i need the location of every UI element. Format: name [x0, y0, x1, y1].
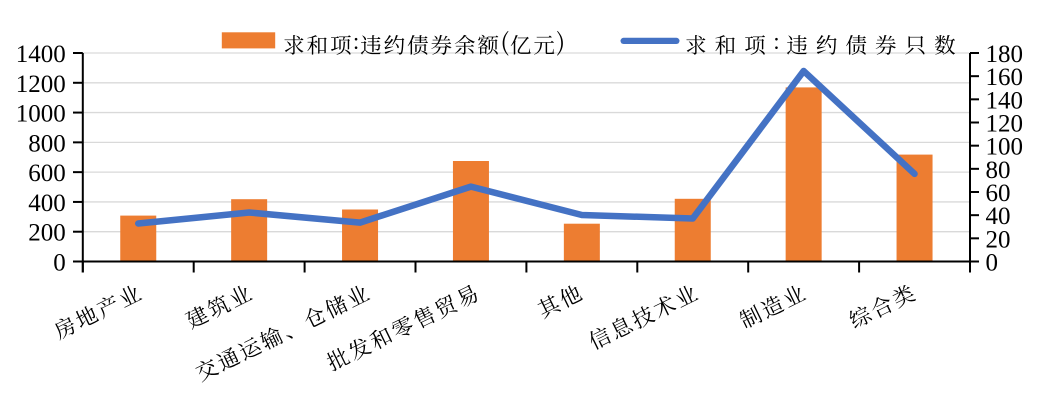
svg-text:200: 200: [28, 220, 66, 247]
svg-text:0: 0: [53, 250, 66, 277]
svg-text:140: 140: [986, 87, 1024, 114]
svg-text:100: 100: [986, 134, 1024, 161]
svg-text:1400: 1400: [16, 41, 66, 68]
svg-text:60: 60: [986, 180, 1011, 207]
svg-text:80: 80: [986, 157, 1011, 184]
svg-text:800: 800: [28, 130, 66, 157]
svg-text:20: 20: [986, 226, 1011, 253]
svg-text:1200: 1200: [16, 71, 66, 98]
svg-text:400: 400: [28, 190, 66, 217]
svg-text:600: 600: [28, 160, 66, 187]
svg-text:160: 160: [986, 64, 1024, 91]
svg-text:120: 120: [986, 111, 1024, 138]
svg-text:1000: 1000: [16, 101, 66, 128]
svg-text:180: 180: [986, 41, 1024, 68]
svg-text:40: 40: [986, 203, 1011, 230]
svg-text:0: 0: [986, 250, 999, 277]
